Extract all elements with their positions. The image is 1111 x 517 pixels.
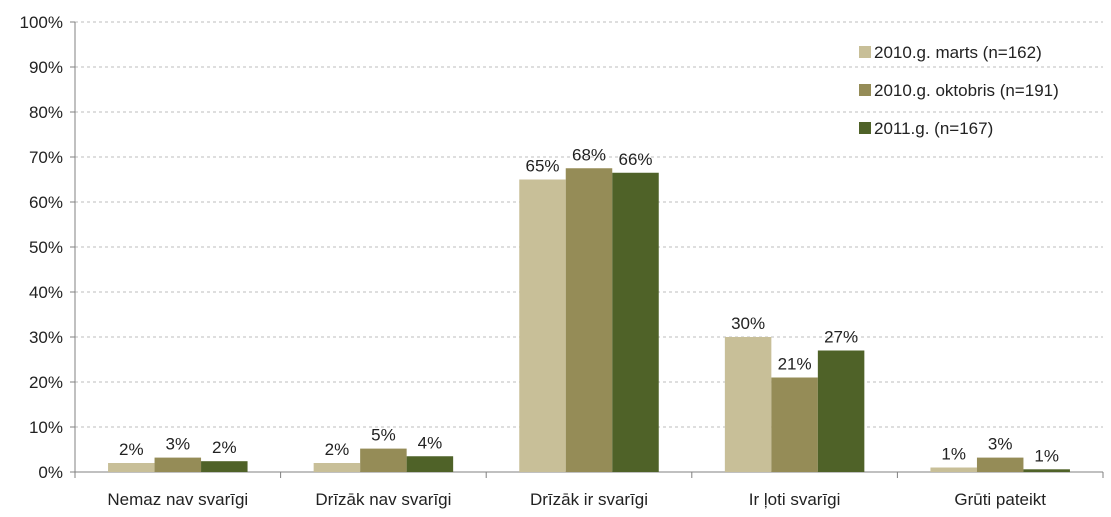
data-label: 1% (1034, 446, 1059, 465)
data-label: 21% (778, 355, 812, 374)
y-tick-label: 60% (29, 193, 63, 212)
bar (201, 461, 248, 472)
x-category-label: Ir ļoti svarīgi (749, 490, 841, 509)
legend: 2010.g. marts (n=162) 2010.g. oktobris (n… (859, 43, 1059, 138)
x-category-label: Grūti pateikt (954, 490, 1046, 509)
bar (817, 350, 865, 472)
x-category-label: Drīzāk nav svarīgi (315, 490, 451, 509)
legend-label: 2011.g. (n=167) (874, 119, 993, 138)
y-tick-label: 50% (29, 238, 63, 257)
y-tick-label: 20% (29, 373, 63, 392)
legend-swatch (859, 46, 871, 58)
data-label: 30% (731, 314, 765, 333)
bar (724, 337, 772, 472)
data-label: 2% (119, 440, 144, 459)
bar (313, 463, 361, 472)
x-category-label: Nemaz nav svarīgi (107, 490, 248, 509)
bar (930, 467, 977, 472)
bar (154, 457, 202, 472)
legend-swatch (859, 122, 871, 134)
data-labels-layer: 2% 3% 2% 2% 5% 4% 65% 68% 66% 30% 21% 27% 1% 3% 1% (119, 145, 1059, 465)
data-label: 4% (418, 433, 443, 452)
bar (565, 168, 613, 472)
data-label: 66% (618, 150, 652, 169)
y-tick-label: 90% (29, 58, 63, 77)
y-tick-label: 0% (38, 463, 63, 482)
data-label: 65% (525, 157, 559, 176)
bar (612, 172, 659, 472)
bar (976, 457, 1024, 472)
data-label: 1% (941, 445, 966, 464)
data-label: 3% (988, 435, 1013, 454)
bar (360, 448, 407, 472)
legend-label: 2010.g. oktobris (n=191) (874, 81, 1059, 100)
legend-swatch (859, 84, 871, 96)
data-label: 27% (824, 328, 858, 347)
data-label: 2% (325, 440, 350, 459)
y-tick-label: 40% (29, 283, 63, 302)
y-tick-label: 10% (29, 418, 63, 437)
bar (771, 377, 818, 472)
data-label: 5% (371, 426, 396, 445)
bar (108, 463, 155, 472)
bar (519, 179, 566, 472)
y-tick-label: 30% (29, 328, 63, 347)
data-label: 2% (212, 438, 237, 457)
x-category-label: Drīzāk ir svarīgi (530, 490, 648, 509)
data-label: 68% (572, 145, 606, 164)
bars-layer (108, 168, 1070, 472)
x-axis-category-labels: Nemaz nav svarīgi Drīzāk nav svarīgi Drīzā… (107, 490, 1046, 509)
y-tick-label: 100% (20, 13, 63, 32)
bar (1023, 469, 1070, 472)
y-axis-tick-labels: 0% 10% 20% 30% 40% 50% 60% 70% 80% 90% 100% (20, 13, 63, 482)
y-tick-label: 70% (29, 148, 63, 167)
data-label: 3% (166, 435, 191, 454)
y-tick-label: 80% (29, 103, 63, 122)
bar (406, 456, 454, 472)
legend-label: 2010.g. marts (n=162) (874, 43, 1042, 62)
